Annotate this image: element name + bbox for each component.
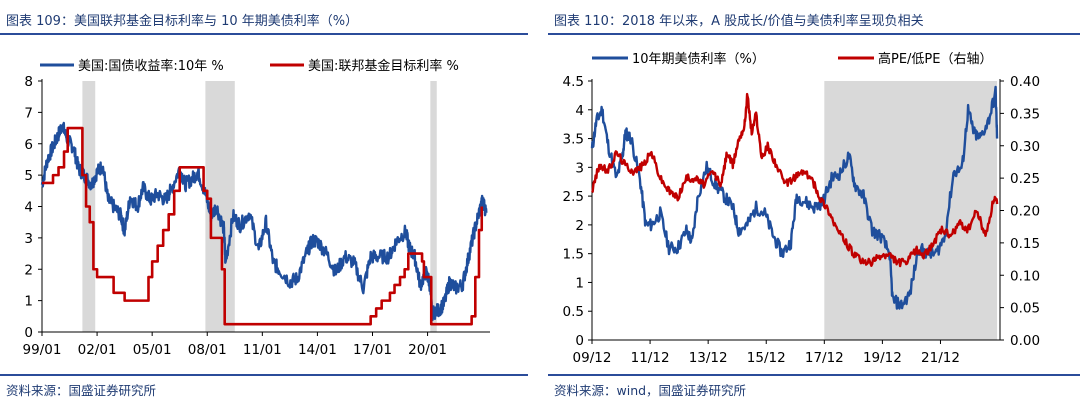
left-chart-title: 图表 109：美国联邦基金目标利率与 10 年期美债利率（%） <box>6 14 359 29</box>
series-line-1 <box>591 92 999 268</box>
legend-label-treasury: 10年期美债利率（%） <box>632 51 765 67</box>
series-line-0 <box>590 85 999 310</box>
right-chart-source: 资料来源：wind，国盛证券研究所 <box>554 383 747 398</box>
y-left-tick-label: 4 <box>575 103 584 119</box>
y-right-tick-label: 0.40 <box>1010 74 1040 90</box>
x-tick-label: 11/01 <box>243 342 282 358</box>
x-tick-label: 99/01 <box>23 342 62 358</box>
legend-label-treasury: 美国:国债收益率:10年 % <box>78 58 224 74</box>
left-source-rule <box>0 374 528 376</box>
left-chart-source: 资料来源：国盛证券研究所 <box>6 383 157 398</box>
y-left-tick-label: 2 <box>575 218 584 234</box>
y-left-tick-label: 3.5 <box>563 132 584 148</box>
right-source-rule <box>548 374 1080 376</box>
left-chart-panel: 图表 109：美国联邦基金目标利率与 10 年期美债利率（%） 美国:国债收益率… <box>0 0 528 408</box>
y-tick-label: 1 <box>24 294 33 310</box>
left-chart: 美国:国债收益率:10年 % 美国:联邦基金目标利率 % 0 1 2 3 4 5 6 7 8 99/0… <box>23 58 490 358</box>
y-left-tick-label: 4.5 <box>563 74 584 90</box>
x-tick-label: 08/01 <box>188 342 227 358</box>
y-left-tick-label: 0 <box>575 333 584 349</box>
y-right-tick-label: 0.15 <box>1010 236 1040 252</box>
y-right-tick-label: 0.30 <box>1010 139 1040 155</box>
x-tick-label: 13/12 <box>689 350 728 366</box>
x-tick-label: 17/12 <box>805 350 844 366</box>
y-tick-label: 6 <box>24 137 33 153</box>
y-tick-label: 7 <box>24 105 33 121</box>
y-right-tick-label: 0.00 <box>1010 333 1040 349</box>
y-tick-label: 4 <box>24 200 33 216</box>
y-right-tick-label: 0.10 <box>1010 268 1040 284</box>
x-tick-label: 14/01 <box>298 342 337 358</box>
x-tick-label: 11/12 <box>631 350 670 366</box>
right-title-rule <box>548 33 1080 35</box>
right-chart-title: 图表 110：2018 年以来，A 股成长/价值与美债利率呈现负相关 <box>554 14 924 29</box>
y-left-tick-label: 0.5 <box>563 304 584 320</box>
right-chart: 10年期美债利率（%） 高PE/低PE（右轴） 0 0.5 1 1.5 2 2.5 3 3.5 4 4… <box>563 51 1041 366</box>
x-tick-label: 15/12 <box>747 350 786 366</box>
x-tick-label: 19/12 <box>863 350 902 366</box>
y-tick-label: 5 <box>24 168 33 184</box>
recession-band-2 <box>430 81 437 332</box>
x-tick-label: 17/01 <box>353 342 392 358</box>
series-line-0 <box>40 121 488 321</box>
series-line-1 <box>42 126 484 326</box>
legend-label-fedfunds: 美国:联邦基金目标利率 % <box>308 58 459 74</box>
y-left-tick-label: 3 <box>575 160 584 176</box>
y-left-tick-label: 2.5 <box>563 189 584 205</box>
y-tick-label: 8 <box>24 74 33 90</box>
y-left-tick-label: 1.5 <box>563 247 584 263</box>
x-tick-label: 20/01 <box>408 342 447 358</box>
y-right-tick-label: 0.25 <box>1010 171 1040 187</box>
x-tick-label: 21/12 <box>921 350 960 366</box>
x-tick-label: 09/12 <box>573 350 612 366</box>
y-tick-label: 3 <box>24 231 33 247</box>
y-tick-label: 0 <box>24 325 33 341</box>
x-tick-label: 02/01 <box>78 342 117 358</box>
y-left-tick-label: 1 <box>575 275 584 291</box>
x-tick-label: 05/01 <box>133 342 172 358</box>
right-chart-panel: 图表 110：2018 年以来，A 股成长/价值与美债利率呈现负相关 10年期美… <box>548 0 1080 408</box>
y-right-tick-label: 0.05 <box>1010 301 1040 317</box>
shaded-period-0 <box>824 81 998 340</box>
legend-label-pe-ratio: 高PE/低PE（右轴） <box>878 51 993 67</box>
y-tick-label: 2 <box>24 262 33 278</box>
y-right-tick-label: 0.35 <box>1010 106 1040 122</box>
y-right-tick-label: 0.20 <box>1010 204 1040 220</box>
left-title-rule <box>0 33 528 35</box>
